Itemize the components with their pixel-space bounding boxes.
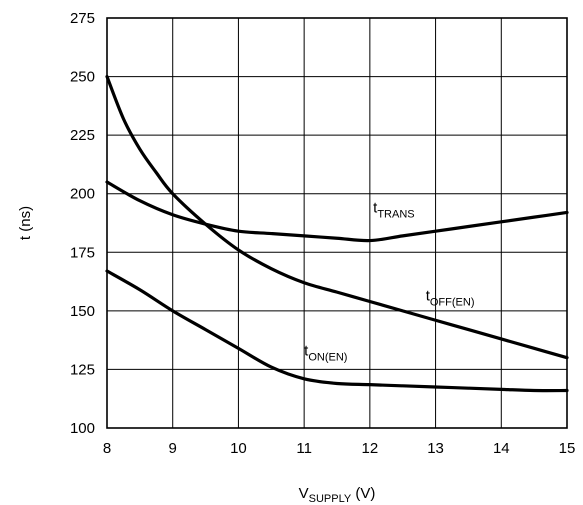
grid [106,17,568,429]
series-group [105,74,569,393]
series-label-sub: ON(EN) [308,351,347,363]
series-label-sub: OFF(EN) [430,296,475,308]
y-tick-label: 175 [70,244,95,261]
y-tick-label: 225 [70,127,95,144]
x-tick-label: 13 [427,440,444,457]
x-tick-label: 11 [296,440,312,457]
x-axis-title: VSUPPLY (V) [299,485,376,505]
y-tick-label: 100 [70,420,95,437]
x-axis-title-suffix: (V) [351,485,375,502]
x-tick-label: 14 [493,440,510,457]
series-line-t-off-en [105,74,569,360]
series-line-t-trans [105,180,569,243]
y-axis-title: t (ns) [17,206,34,240]
y-tick-label: 275 [70,10,95,27]
series-label-main: t [373,199,378,216]
y-tick-label: 125 [70,361,95,378]
series-label-t-on-en: tON(EN) [304,342,347,363]
y-tick-label: 250 [70,69,95,86]
x-axis-title-sub: SUPPLY [309,493,352,505]
series-label-sub: TRANS [377,208,414,220]
x-axis-title-main: V [299,485,309,502]
series-line-t-on-en [105,269,569,393]
x-tick-label: 8 [103,440,111,457]
y-tick-label: 150 [70,303,95,320]
y-tick-label: 200 [70,186,95,203]
x-tick-label: 10 [230,440,247,457]
tick-labels: 8 9 10 11 12 13 14 15 100 125 150 175 200 225 250 275 [70,10,575,457]
plot-frame [106,17,568,429]
x-tick-label: 9 [169,440,177,457]
x-tick-label: 12 [362,440,379,457]
series-label-main: t [304,342,309,359]
series-label-t-off-en: tOFF(EN) [426,287,475,308]
x-tick-label: 15 [559,440,576,457]
series-label-t-trans: tTRANS [373,199,414,220]
series-label-main: t [426,287,431,304]
